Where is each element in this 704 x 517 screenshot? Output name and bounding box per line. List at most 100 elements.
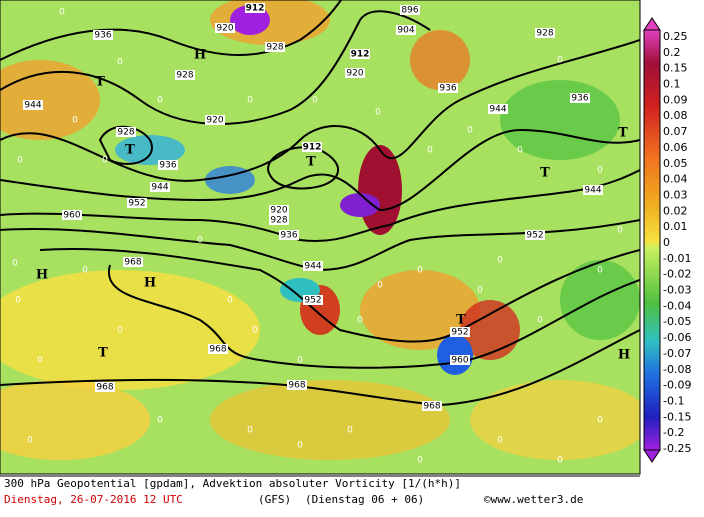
- zero-vorticity-label: 0: [17, 156, 23, 166]
- colorbar-label: 0.15: [663, 62, 688, 75]
- zero-vorticity-label: 0: [427, 146, 433, 156]
- pressure-system-label: H: [618, 348, 630, 363]
- contour-label-bg: [345, 68, 365, 78]
- zero-vorticity-label: 0: [247, 426, 253, 436]
- zero-vorticity-label: 0: [72, 116, 78, 126]
- colorbar-label: -0.15: [663, 410, 691, 423]
- contour-label-bg: [450, 355, 470, 365]
- zero-vorticity-label: 0: [117, 326, 123, 336]
- footer-title: 300 hPa Geopotential [gpdam], Advektion …: [4, 477, 461, 490]
- contour-label: 912: [246, 4, 265, 14]
- contour-label-bg: [23, 100, 43, 110]
- contour-label-bg: [450, 327, 470, 337]
- contour-label: 936: [94, 31, 111, 41]
- contour-label: 944: [584, 186, 601, 196]
- footer-model: (GFS): [258, 493, 291, 506]
- contour-label: 936: [571, 94, 588, 104]
- contour-label-bg: [95, 382, 115, 392]
- colorbar-label: -0.2: [663, 426, 684, 439]
- zero-vorticity-label: 0: [617, 226, 623, 236]
- contour-label: 944: [151, 183, 168, 193]
- contour-label: 960: [451, 356, 468, 366]
- zero-vorticity-label: 0: [417, 456, 423, 466]
- zero-vorticity-label: 0: [157, 416, 163, 426]
- colorbar-label: 0.03: [663, 188, 688, 201]
- zero-vorticity-label: 0: [27, 436, 33, 446]
- contour-label-bg: [350, 49, 370, 59]
- zero-vorticity-label: 0: [597, 166, 603, 176]
- contour-label-bg: [208, 344, 228, 354]
- colorbar-label: -0.09: [663, 379, 691, 392]
- pressure-system-label: T: [95, 75, 105, 90]
- contour-label-bg: [422, 401, 442, 411]
- contour-label: 920: [346, 69, 363, 79]
- zero-vorticity-label: 0: [417, 266, 423, 276]
- contour-label-bg: [265, 42, 285, 52]
- map-field: [0, 0, 640, 474]
- map-frame: [0, 0, 641, 475]
- colorbar-label: -0.02: [663, 268, 691, 281]
- contour-label: 968: [209, 345, 226, 355]
- contour-label-bg: [205, 115, 225, 125]
- contour-label-bg: [396, 25, 416, 35]
- pressure-system-label: H: [194, 48, 206, 63]
- contour-label: 936: [439, 84, 456, 94]
- colorbar-label: -0.07: [663, 347, 691, 360]
- contour-label: 896: [401, 6, 418, 16]
- contour-label-bg: [116, 127, 136, 137]
- contour-label-bg: [279, 230, 299, 240]
- contour-label: 920: [206, 116, 223, 126]
- contour-label-bg: [158, 160, 178, 170]
- zero-vorticity-label: 0: [375, 108, 381, 118]
- colorbar-label: 0.02: [663, 204, 688, 217]
- pressure-system-label: T: [618, 126, 628, 141]
- contour-label: 928: [270, 216, 287, 226]
- contour-label-bg: [175, 70, 195, 80]
- contour-label-bg: [127, 198, 147, 208]
- zero-vorticity-label: 0: [252, 326, 258, 336]
- zero-vorticity-label: 0: [12, 259, 18, 269]
- contour-label: 936: [159, 161, 176, 171]
- zero-vorticity-label: 0: [597, 416, 603, 426]
- zero-vorticity-label: 0: [467, 126, 473, 136]
- contour-label-bg: [269, 205, 289, 215]
- colorbar-label: -0.01: [663, 252, 691, 265]
- contour-label-bg: [535, 28, 555, 38]
- contour-label-bg: [269, 215, 289, 225]
- contour-label: 928: [266, 43, 283, 53]
- contour-label-bg: [123, 257, 143, 267]
- contour-label: 968: [124, 258, 141, 268]
- colorbar-label: -0.25: [663, 442, 691, 455]
- colorbar: 0.25 0.2 0.15 0.1 0.09 0.08 0.07 0.06 0.05 0.04 0.…: [643, 17, 691, 463]
- colorbar-label: -0.03: [663, 284, 691, 297]
- contour-label: 936: [280, 231, 297, 241]
- contour-label: 952: [451, 328, 468, 338]
- map-labels: 9129209369289289209289369449529609129129…: [12, 3, 630, 466]
- zero-vorticity-label: 0: [15, 296, 21, 306]
- footer-run: (Dienstag 06 + 06): [305, 493, 424, 506]
- zero-vorticity-label: 0: [227, 296, 233, 306]
- pressure-system-label: T: [98, 346, 108, 361]
- contour-label-bg: [93, 30, 113, 40]
- colorbar-label: 0.05: [663, 157, 688, 170]
- colorbar-label: -0.1: [663, 394, 684, 407]
- contour-label: 944: [24, 101, 41, 111]
- pressure-system-label: H: [36, 268, 48, 283]
- contour-label-bg: [245, 3, 265, 13]
- pressure-system-label: H: [144, 276, 156, 291]
- colorbar-bottom-arrow: [643, 449, 661, 463]
- contour-label: 952: [526, 231, 543, 241]
- zero-vorticity-label: 0: [37, 356, 43, 366]
- zero-vorticity-label: 0: [312, 96, 318, 106]
- contour-label: 912: [351, 50, 370, 60]
- zero-vorticity-label: 0: [82, 266, 88, 276]
- contour-label: 928: [117, 128, 134, 138]
- pressure-system-label: T: [540, 166, 550, 181]
- contour-label: 960: [63, 211, 80, 221]
- contour-label: 928: [536, 29, 553, 39]
- colorbar-label: 0.01: [663, 220, 688, 233]
- zero-vorticity-label: 0: [157, 96, 163, 106]
- pressure-system-label: T: [306, 155, 316, 170]
- zero-vorticity-label: 0: [197, 236, 203, 246]
